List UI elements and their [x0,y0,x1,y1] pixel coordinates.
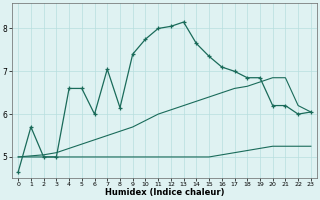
X-axis label: Humidex (Indice chaleur): Humidex (Indice chaleur) [105,188,224,197]
